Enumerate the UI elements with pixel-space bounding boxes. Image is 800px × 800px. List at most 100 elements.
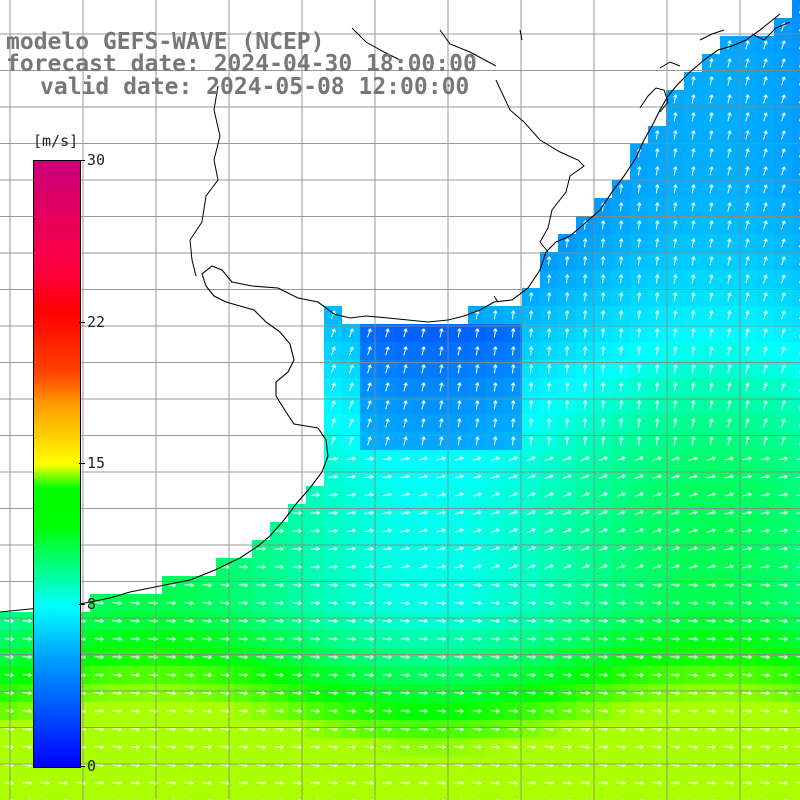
wind-arrow [562,744,572,750]
wind-arrow [94,780,104,786]
wind-arrow [618,310,624,320]
wind-cell [288,792,306,800]
wind-arrow [706,510,716,515]
wind-arrow [454,636,464,642]
wind-arrow [778,564,788,569]
wind-arrow [582,436,588,446]
wind-arrow [763,400,768,410]
wind-arrow [688,672,698,678]
wind-arrow [439,328,444,338]
wind-arrow [526,456,536,462]
wind-arrow [634,654,644,660]
wind-arrow [655,202,660,212]
wind-arrow [688,690,698,696]
wind-arrow [670,744,680,750]
wind-arrow [457,364,462,374]
wind-arrow [310,744,320,750]
wind-arrow [562,528,572,534]
wind-arrow [580,546,590,552]
wind-arrow [706,744,716,750]
wind-arrow [94,618,104,624]
wind-arrow [598,528,608,534]
wind-arrow [727,166,732,176]
wind-arrow [691,310,696,320]
wind-arrow [546,436,552,446]
wind-arrow [475,436,480,446]
wind-arrow [454,582,464,588]
wind-arrow [418,636,428,642]
wind-arrow [436,510,446,515]
wind-arrow [202,780,212,786]
wind-arrow [727,292,732,302]
wind-arrow [760,654,770,660]
wind-arrow [778,582,788,588]
wind-arrow [4,780,14,786]
wind-arrow [508,582,518,588]
wind-arrow [763,310,768,320]
colorbar-tick-label: 8 [87,595,97,614]
wind-arrow [727,40,732,50]
colorbar-tick-label: 22 [87,312,106,331]
wind-arrow [472,510,482,515]
wind-arrow [274,600,284,606]
wind-arrow [652,600,662,606]
wind-arrow [652,672,662,678]
wind-arrow [400,510,410,515]
wind-arrow [691,400,696,410]
wind-arrow [688,636,698,642]
wind-arrow [528,364,534,374]
wind-arrow [400,618,410,624]
wind-arrow [511,346,516,356]
wind-arrow [544,744,554,750]
wind-cell [90,792,108,800]
wind-cell [432,792,450,800]
wind-arrow [202,582,212,588]
wind-cell [792,414,800,432]
wind-arrow [618,292,624,302]
wind-arrow [706,780,716,786]
wind-arrow [382,636,392,642]
wind-arrow [274,546,284,552]
wind-arrow [778,780,788,786]
wind-arrow [745,274,750,284]
wind-arrow [238,582,248,588]
wind-arrow [655,130,660,140]
wind-arrow [22,636,32,642]
wind-cell [648,792,666,800]
colorbar-tick [79,463,85,464]
wind-arrow [796,674,800,676]
wind-arrow [364,744,374,750]
wind-arrow [382,600,392,606]
wind-arrow [582,310,588,320]
wind-arrow [618,346,624,356]
wind-arrow [688,600,698,606]
wind-arrow [58,780,68,786]
wind-arrow [781,166,786,176]
wind-arrow [598,780,608,786]
wind-arrow [652,510,662,515]
wind-arrow [403,328,408,338]
wind-cell [792,486,800,504]
wind-arrow [600,364,606,374]
wind-arrow [670,510,680,515]
wind-arrow [688,564,698,569]
colorbar-tick [79,766,85,767]
wind-arrow [457,346,462,356]
wind-arrow [598,618,608,624]
wind-arrow [616,582,626,588]
wind-arrow [472,690,482,696]
wind-arrow [637,436,642,446]
wind-arrow [670,672,680,678]
wind-cell [396,792,414,800]
wind-arrow [546,328,552,338]
wind-arrow [400,636,410,642]
wind-arrow [330,418,336,428]
wind-cell [792,288,800,306]
wind-cell [792,504,800,522]
wind-arrow [454,672,464,678]
wind-arrow [400,690,410,696]
wind-arrow [418,510,428,515]
wind-arrow [546,400,552,410]
